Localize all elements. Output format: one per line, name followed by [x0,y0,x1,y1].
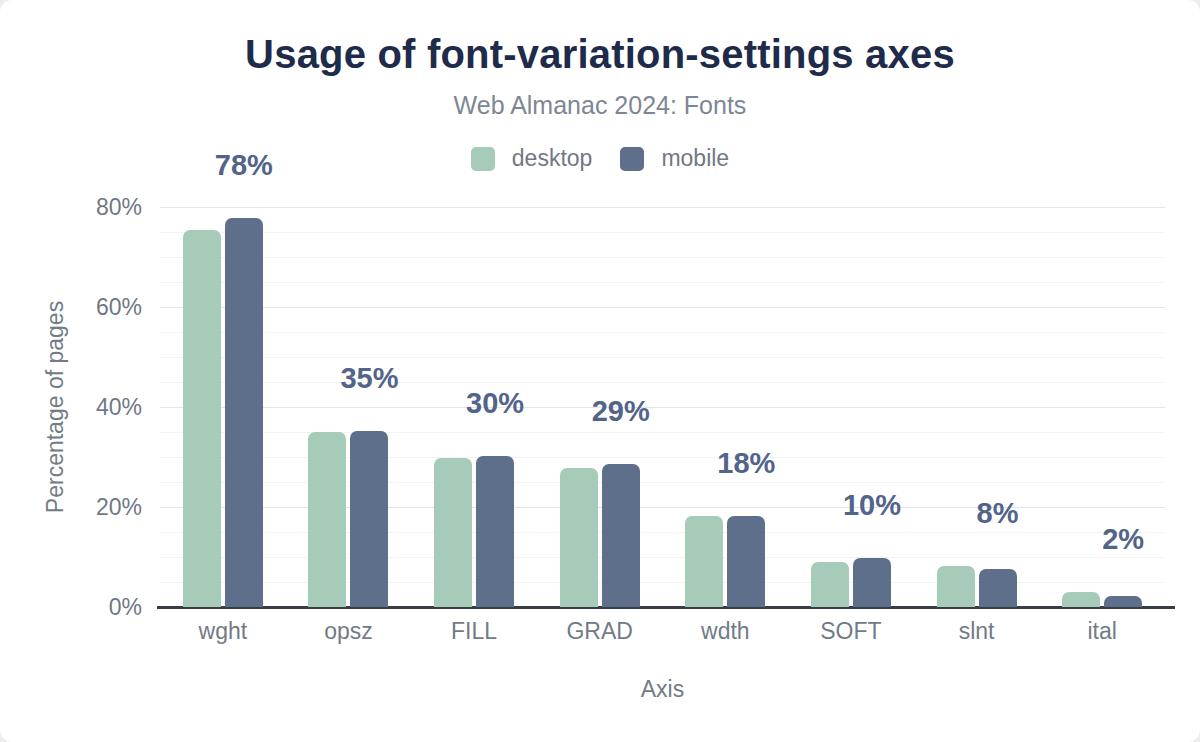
value-label-opsz: 35% [340,362,398,395]
chart-title: Usage of font-variation-settings axes [0,32,1200,76]
x-axis-title: Axis [160,676,1165,703]
x-category-SOFT: SOFT [788,618,914,644]
plot-area: 78%35%30%29%18%10%8%2% [160,207,1165,607]
bar-mobile-SOFT[interactable] [853,558,891,607]
x-category-slnt: slnt [914,618,1040,644]
gridline-major-40 [160,407,1165,408]
desktop-swatch-icon [471,147,495,171]
gridline-major-60 [160,307,1165,308]
chart-subtitle: Web Almanac 2024: Fonts [0,90,1200,120]
bar-mobile-FILL[interactable] [476,456,514,607]
chart-card: Usage of font-variation-settings axes We… [0,0,1200,742]
gridline-minor-45 [160,382,1165,383]
y-tick-40pct: 40% [96,394,142,421]
bar-mobile-wght[interactable] [225,218,263,608]
x-category-ital: ital [1039,618,1165,644]
gridline-minor-65 [160,282,1165,283]
legend-label-desktop: desktop [512,145,593,172]
bar-desktop-ital[interactable] [1062,592,1100,607]
bar-desktop-opsz[interactable] [308,432,346,607]
bar-mobile-GRAD[interactable] [602,464,640,608]
bar-mobile-opsz[interactable] [350,431,388,607]
chart-legend: desktop mobile [0,145,1200,172]
bar-desktop-wght[interactable] [183,230,221,608]
value-label-SOFT: 10% [843,489,901,522]
bar-mobile-slnt[interactable] [979,569,1017,608]
y-tick-20pct: 20% [96,494,142,521]
value-label-wght: 78% [215,149,273,182]
mobile-swatch-icon [620,147,644,171]
y-tick-0pct: 0% [109,594,142,621]
bar-desktop-GRAD[interactable] [560,468,598,607]
gridline-minor-50 [160,357,1165,358]
x-category-wght: wght [160,618,286,644]
x-category-opsz: opsz [286,618,412,644]
x-axis-category-labels: wghtopszFILLGRADwdthSOFTslntital [160,618,1165,644]
value-label-ital: 2% [1102,523,1144,556]
legend-item-desktop[interactable]: desktop [471,145,593,172]
value-label-FILL: 30% [466,387,524,420]
bar-mobile-ital[interactable] [1104,596,1142,608]
bar-mobile-wdth[interactable] [727,516,765,607]
legend-label-mobile: mobile [661,145,729,172]
value-label-wdth: 18% [717,447,775,480]
y-tick-80pct: 80% [96,194,142,221]
x-category-FILL: FILL [411,618,537,644]
gridline-major-80 [160,207,1165,208]
x-category-GRAD: GRAD [537,618,663,644]
value-label-GRAD: 29% [592,395,650,428]
x-category-wdth: wdth [663,618,789,644]
gridline-minor-55 [160,332,1165,333]
gridline-minor-75 [160,232,1165,233]
value-label-slnt: 8% [977,497,1019,530]
gridline-minor-70 [160,257,1165,258]
legend-item-mobile[interactable]: mobile [620,145,729,172]
bar-desktop-SOFT[interactable] [811,562,849,607]
bar-desktop-slnt[interactable] [937,566,975,608]
bar-desktop-FILL[interactable] [434,458,472,607]
y-tick-60pct: 60% [96,294,142,321]
y-axis-ticks: 80%60%40%20%0% [0,207,142,607]
bar-desktop-wdth[interactable] [685,516,723,607]
